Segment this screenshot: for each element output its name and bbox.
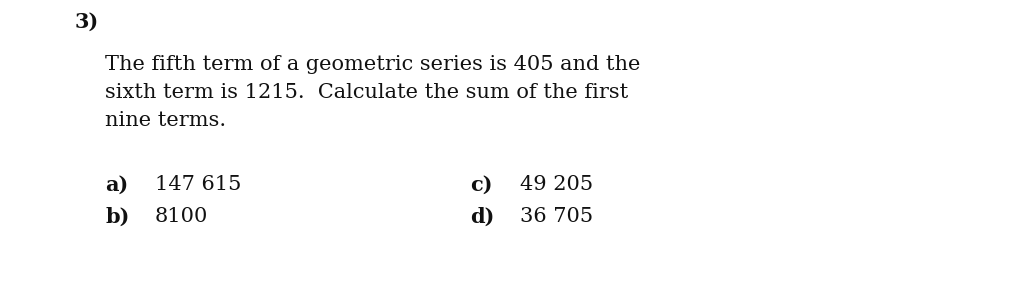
Text: nine terms.: nine terms. — [105, 111, 226, 130]
Text: b): b) — [105, 207, 129, 227]
Text: 8100: 8100 — [155, 207, 208, 226]
Text: c): c) — [470, 175, 493, 195]
Text: The fifth term of a geometric series is 405 and the: The fifth term of a geometric series is … — [105, 55, 640, 74]
Text: a): a) — [105, 175, 128, 195]
Text: sixth term is 1215.  Calculate the sum of the first: sixth term is 1215. Calculate the sum of… — [105, 83, 628, 102]
Text: 36 705: 36 705 — [520, 207, 593, 226]
Text: 147 615: 147 615 — [155, 175, 241, 194]
Text: 3): 3) — [75, 12, 99, 32]
Text: d): d) — [470, 207, 495, 227]
Text: 49 205: 49 205 — [520, 175, 593, 194]
